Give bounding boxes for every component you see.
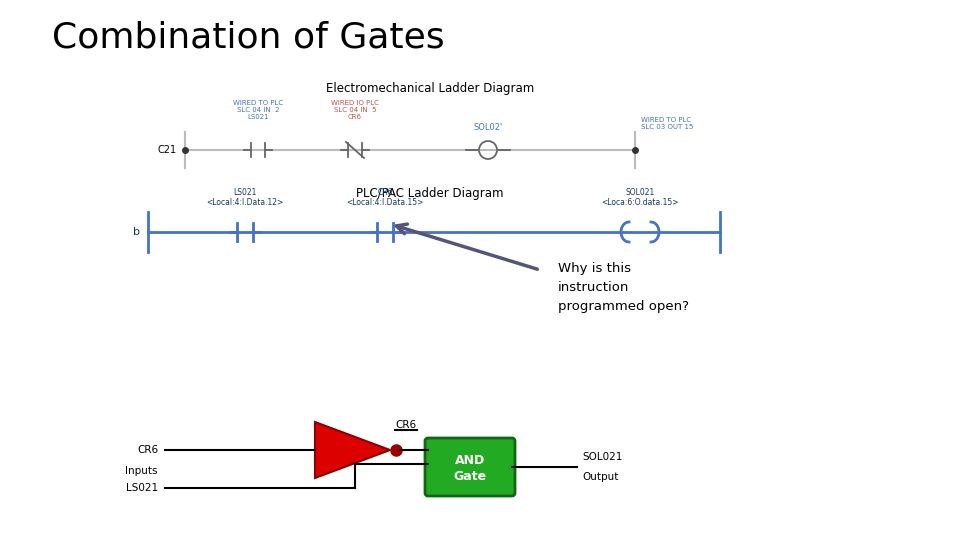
Text: SOL021
<Loca:6:O.data.15>: SOL021 <Loca:6:O.data.15>: [601, 187, 679, 207]
Text: LS021
<Local:4:I.Data.12>: LS021 <Local:4:I.Data.12>: [206, 187, 283, 207]
Text: Why is this
instruction
programmed open?: Why is this instruction programmed open?: [558, 262, 689, 313]
Text: b: b: [133, 227, 140, 237]
Text: WIRED IO PLC
SLC 04 IN  5
CR6: WIRED IO PLC SLC 04 IN 5 CR6: [331, 100, 379, 120]
Text: LS021: LS021: [126, 483, 158, 493]
Text: Gate: Gate: [453, 469, 487, 483]
Text: C21: C21: [157, 145, 177, 155]
Text: Electromechanical Ladder Diagram: Electromechanical Ladder Diagram: [325, 82, 534, 95]
Text: CR6
<Local:4:I.Data.15>: CR6 <Local:4:I.Data.15>: [347, 187, 423, 207]
Text: CR6: CR6: [395, 420, 416, 430]
Text: AND: AND: [455, 454, 485, 467]
Polygon shape: [315, 422, 390, 478]
Text: SOL021: SOL021: [582, 452, 622, 462]
Text: WIRED TO PLC
SLC 04 IN  2
LS021: WIRED TO PLC SLC 04 IN 2 LS021: [233, 100, 283, 120]
Text: Inputs: Inputs: [126, 466, 158, 476]
Text: PLC/PAC Ladder Diagram: PLC/PAC Ladder Diagram: [356, 187, 504, 200]
Text: Output: Output: [582, 472, 618, 482]
Text: Combination of Gates: Combination of Gates: [52, 20, 444, 54]
FancyBboxPatch shape: [425, 438, 515, 496]
Text: SOL02': SOL02': [473, 123, 503, 132]
Text: WIRED TO PLC
SLC 03 OUT 15: WIRED TO PLC SLC 03 OUT 15: [641, 117, 693, 130]
Text: CR6: CR6: [137, 445, 158, 455]
